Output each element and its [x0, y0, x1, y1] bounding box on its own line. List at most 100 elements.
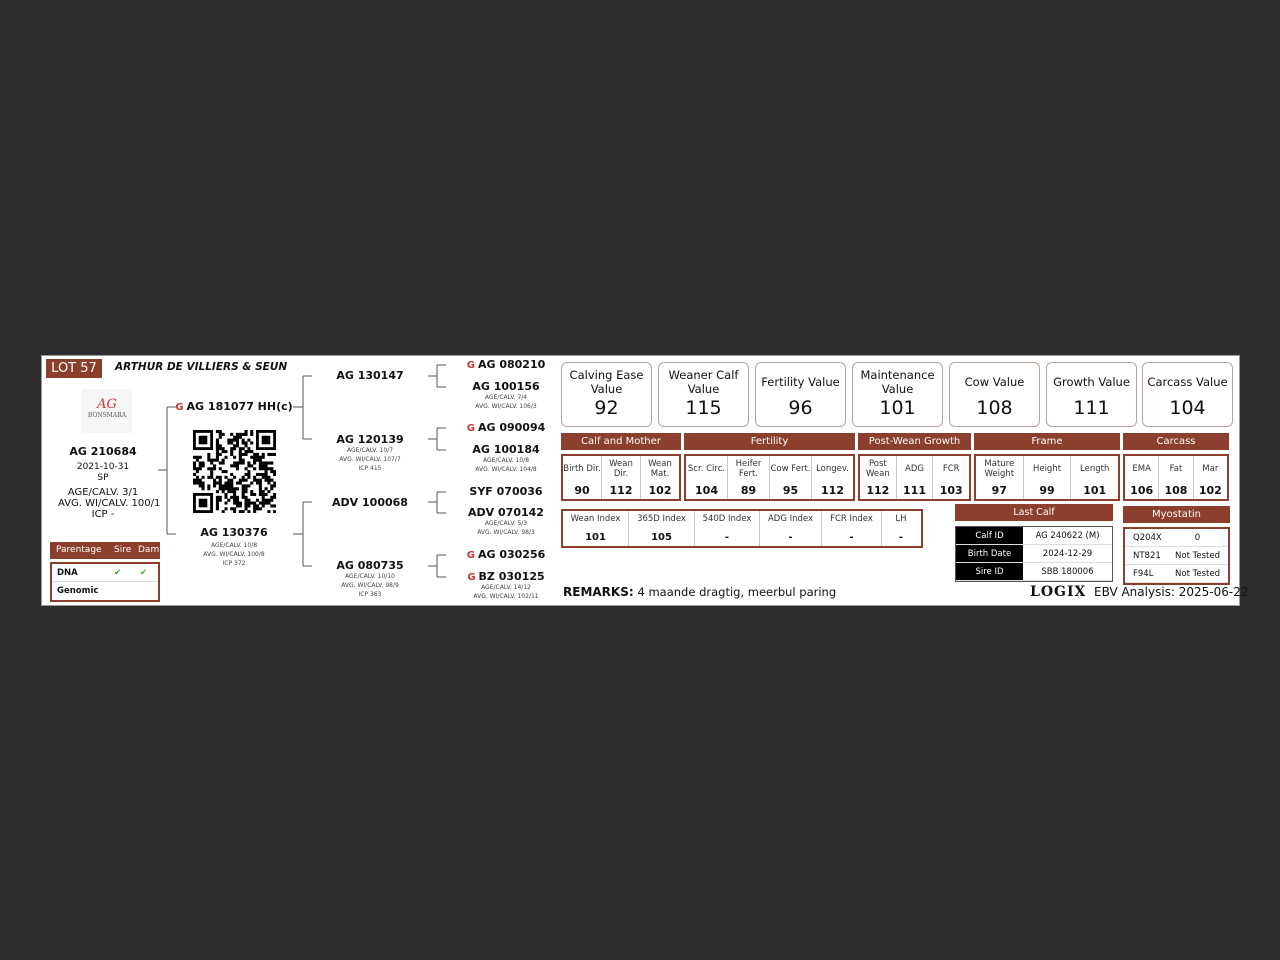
great-grandparent-id: SYF 070036	[469, 485, 543, 498]
last-calf-value: 2024-12-29	[1042, 549, 1093, 559]
dam: AG 130376 AGE/CALV. 10/8 AVG. WI/CALV. 1…	[184, 526, 284, 568]
great-grandparent-avg-wi: AVG. WI/CALV. 102/11	[473, 593, 539, 600]
value-label: Maintenance Value	[860, 367, 935, 396]
index-cell: Wean Index 101	[563, 511, 629, 546]
index-value: 101	[585, 532, 606, 543]
myostatin-row: F94L Not Tested	[1125, 565, 1228, 583]
trait-cell: Mature Weight 97	[976, 456, 1024, 499]
great-grandparent: G AG 030256	[456, 548, 556, 561]
grandparent-icp: ICP 415	[358, 465, 382, 472]
trait-value: 112	[866, 484, 890, 497]
section-header: Fertility	[684, 433, 855, 450]
index-label: LH	[895, 514, 907, 524]
section-header: Calf and Mother	[561, 433, 681, 450]
grandparent-avg-wi: AVG. WI/CALV. 107/7	[339, 456, 401, 463]
last-calf-label: Sire ID	[956, 563, 1023, 580]
trait-label: Wean Dir.	[609, 459, 633, 479]
great-grandparent-id: AG 100184	[472, 443, 540, 456]
grandparent-id: AG 120139	[336, 433, 404, 446]
great-grandparent: AG 100156 AGE/CALV. 7/4 AVG. WI/CALV. 106/…	[456, 380, 556, 411]
great-grandparent-id: AG 090094	[477, 421, 546, 434]
trait-value: 102	[1198, 484, 1222, 497]
great-grandparent: AG 100184 AGE/CALV. 10/8 AVG. WI/CALV. 104…	[456, 443, 556, 474]
parentage-header: Parentage	[56, 545, 102, 555]
qr-code[interactable]	[193, 430, 276, 513]
trait-label: FCR	[942, 464, 960, 474]
trait-cell: EMA 106	[1125, 456, 1160, 499]
trait-value: 112	[821, 484, 844, 497]
last-calf-table: Calf ID AG 240622 (M) Birth Date 2024-12-29…	[955, 526, 1113, 582]
trait-value: 111	[903, 484, 926, 497]
index-value: -	[724, 532, 730, 543]
lot-number: LOT 57	[46, 359, 102, 378]
trait-label: Fat	[1169, 464, 1183, 474]
trait-cell: Heifer Fert. 89	[728, 456, 770, 499]
value-number: 96	[788, 397, 813, 419]
value-box: Calving Ease Value 92	[561, 362, 652, 427]
dna-label: DNA	[57, 568, 78, 578]
index-value: -	[788, 532, 793, 543]
great-grandparent: ADV 070142 AGE/CALV. 5/3 AVG. WI/CALV. 98/…	[456, 506, 556, 537]
remarks: REMARKS: 4 maande dragtig, meerbul parin…	[563, 585, 836, 599]
trait-value: 104	[695, 484, 718, 497]
trait-value: 101	[1083, 484, 1107, 497]
lot-card: LOT 57 ARTHUR DE VILLIERS & SEUN AG BONS…	[41, 355, 1249, 606]
great-grandparent: G BZ 030125 AGE/CALV. 14/12 AVG. WI/CALV. 1…	[456, 570, 556, 601]
dam-age-calv: AGE/CALV. 10/8	[210, 542, 258, 549]
genomic-icon: G	[175, 402, 184, 413]
trait-label: Wean Mat.	[648, 459, 672, 479]
trait-value: 112	[609, 484, 633, 497]
trait-cell: FCR 103	[933, 456, 969, 499]
value-number: 92	[594, 397, 619, 419]
trait-label: ADG	[905, 464, 924, 474]
sire-header: Sire	[114, 545, 132, 555]
trait-cell: Post Wean 112	[860, 456, 897, 499]
myostatin-result: 0	[1194, 533, 1201, 543]
myostatin-table: Q204X 0 NT821 Not Tested F94L Not Tested	[1123, 527, 1230, 585]
great-grandparent-age-calv: AGE/CALV. 7/4	[484, 394, 528, 401]
trait-value: 103	[939, 484, 963, 497]
great-grandparent-age-calv: AGE/CALV. 10/8	[482, 457, 530, 464]
myostatin-marker: NT821	[1133, 551, 1161, 561]
dam-icp: ICP 372	[222, 560, 246, 567]
dam-header: Dam	[138, 545, 160, 555]
grandparent-id: AG 080735	[336, 559, 404, 572]
myostatin-marker: Q204X	[1133, 533, 1162, 543]
trait-cell: ADG 111	[897, 456, 934, 499]
index-label: Wean Index	[570, 514, 621, 524]
logo-brand: BONSMARA	[87, 412, 127, 419]
trait-value: 108	[1164, 484, 1188, 497]
trait-cell: Scr. Circ. 104	[686, 456, 728, 499]
genomic-label: Genomic	[57, 586, 99, 596]
grandparent-id: AG 130147	[336, 369, 404, 382]
trait-label: Length	[1080, 464, 1110, 474]
ebv-analysis-date: EBV Analysis: 2025-06-22	[1094, 585, 1249, 599]
trait-value: 95	[782, 484, 799, 497]
logo-mark: AG	[97, 397, 117, 412]
great-grandparent: G AG 080210	[456, 358, 556, 371]
great-grandparent-age-calv: AGE/CALV. 14/12	[481, 584, 531, 591]
trait-label: Post Wean	[865, 459, 890, 479]
trait-label: Cow Fert.	[770, 464, 811, 474]
grandparent: ADV 100068	[320, 496, 420, 509]
grandparent: AG 080735 AGE/CALV. 10/10 AVG. WI/CALV. 98…	[320, 559, 420, 599]
last-calf-row: Birth Date 2024-12-29	[956, 545, 1112, 563]
trait-cell: Length 101	[1071, 456, 1118, 499]
trait-value: 89	[740, 484, 757, 497]
animal-type: SP	[97, 473, 109, 483]
grandparent-avg-wi: AVG. WI/CALV. 98/9	[341, 582, 399, 589]
last-calf-row: Sire ID SBB 180006	[956, 563, 1112, 581]
myostatin-row: Q204X 0	[1125, 529, 1228, 547]
trait-label: Height	[1032, 464, 1062, 474]
index-cell: LH -	[882, 511, 920, 546]
index-label: FCR Index	[830, 514, 873, 524]
value-number: 115	[685, 397, 722, 419]
trait-cell: Longev. 112	[812, 456, 853, 499]
pedigree-lines	[158, 364, 446, 578]
bonsmara-logo: AG BONSMARA	[82, 389, 132, 433]
value-box: Maintenance Value 101	[852, 362, 943, 427]
trait-label: EMA	[1132, 464, 1151, 474]
index-cell: 540D Index -	[695, 511, 760, 546]
sire-id: AG 181077 HH(c)	[186, 400, 293, 413]
trait-value: 106	[1130, 484, 1154, 497]
